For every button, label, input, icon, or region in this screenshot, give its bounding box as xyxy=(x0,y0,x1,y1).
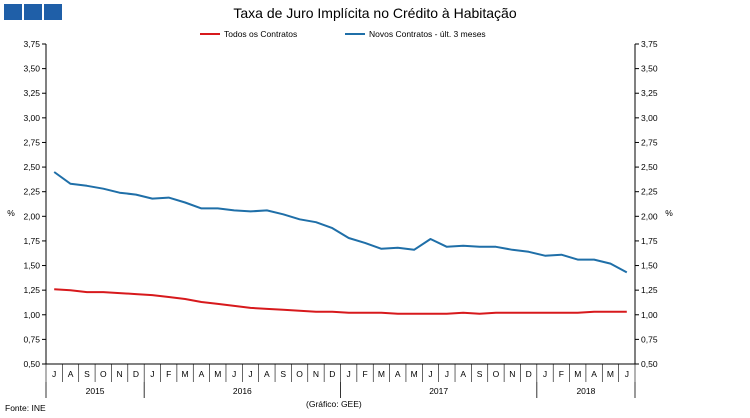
y-tick-label-left: 1,00 xyxy=(23,310,40,320)
month-label: M xyxy=(574,369,581,379)
y-tick-label-right: 2,25 xyxy=(641,187,658,197)
month-label: F xyxy=(166,369,171,379)
y-tick-label-left: 1,25 xyxy=(23,285,40,295)
logo-square-1 xyxy=(4,4,22,20)
month-label: S xyxy=(280,369,286,379)
y-tick-label-left: 3,75 xyxy=(23,39,40,49)
y-tick-label-right: 2,50 xyxy=(641,162,658,172)
month-label: M xyxy=(182,369,189,379)
y-tick-label-right: 1,50 xyxy=(641,261,658,271)
month-label: S xyxy=(477,369,483,379)
month-label: O xyxy=(296,369,303,379)
series-line-novos-contratos xyxy=(53,171,628,274)
month-label: J xyxy=(445,369,449,379)
y-tick-label-left: 1,75 xyxy=(23,236,40,246)
month-label: J xyxy=(232,369,236,379)
chart-title: Taxa de Juro Implícita no Crédito à Habi… xyxy=(233,5,517,21)
y-tick-label-right: 1,75 xyxy=(641,236,658,246)
month-label: A xyxy=(68,369,74,379)
legend-item-novos: Novos Contratos - últ. 3 meses xyxy=(345,29,486,39)
y-tick-label-left: 3,00 xyxy=(23,113,40,123)
y-tick-label-right: 1,25 xyxy=(641,285,658,295)
y-axis-label-left: % xyxy=(7,208,15,218)
month-label: S xyxy=(84,369,90,379)
y-tick-label-right: 0,50 xyxy=(641,359,658,369)
y-tick-label-right: 3,50 xyxy=(641,64,658,74)
month-label: J xyxy=(428,369,432,379)
month-label: J xyxy=(150,369,154,379)
legend-label-novos: Novos Contratos - últ. 3 meses xyxy=(369,29,486,39)
year-label: 2016 xyxy=(233,386,252,396)
month-label: F xyxy=(362,369,367,379)
month-label: D xyxy=(329,369,335,379)
y-tick-label-left: 1,50 xyxy=(23,261,40,271)
y-tick-label-left: 2,75 xyxy=(23,137,40,147)
y-tick-label-right: 3,75 xyxy=(641,39,658,49)
month-label: J xyxy=(543,369,547,379)
month-label: N xyxy=(313,369,319,379)
legend-item-todos: Todos os Contratos xyxy=(200,29,297,39)
y-tick-label-left: 2,25 xyxy=(23,187,40,197)
legend-label-todos: Todos os Contratos xyxy=(224,29,298,39)
year-label: 2017 xyxy=(429,386,448,396)
y-tick-label-left: 0,75 xyxy=(23,334,40,344)
month-label: A xyxy=(264,369,270,379)
series-line-todos-contratos xyxy=(54,288,627,315)
month-label: A xyxy=(591,369,597,379)
month-label: A xyxy=(460,369,466,379)
logo-square-2 xyxy=(24,4,42,20)
y-tick-label-left: 3,50 xyxy=(23,64,40,74)
y-tick-label-right: 0,75 xyxy=(641,334,658,344)
y-tick-label-left: 3,25 xyxy=(23,88,40,98)
y-tick-label-right: 3,00 xyxy=(641,113,658,123)
year-label: 2018 xyxy=(576,386,595,396)
month-label: J xyxy=(625,369,629,379)
y-tick-label-left: 2,00 xyxy=(23,211,40,221)
logo-square-3 xyxy=(44,4,62,20)
month-label: J xyxy=(347,369,351,379)
month-label: O xyxy=(493,369,500,379)
source-note: Fonte: INE xyxy=(5,403,46,413)
month-label: M xyxy=(378,369,385,379)
month-label: D xyxy=(133,369,139,379)
month-label: N xyxy=(117,369,123,379)
y-tick-label-left: 2,50 xyxy=(23,162,40,172)
legend-swatch-novos xyxy=(345,33,365,35)
y-axis-label-right: % xyxy=(665,208,673,218)
month-label: M xyxy=(214,369,221,379)
chart-credit: (Gráfico: GEE) xyxy=(306,399,362,409)
month-label: A xyxy=(395,369,401,379)
y-tick-label-right: 3,25 xyxy=(641,88,658,98)
year-label: 2015 xyxy=(86,386,105,396)
y-tick-label-right: 2,00 xyxy=(641,211,658,221)
legend-swatch-todos xyxy=(200,33,220,35)
month-label: J xyxy=(52,369,56,379)
month-label: M xyxy=(411,369,418,379)
month-label: M xyxy=(607,369,614,379)
month-label: N xyxy=(509,369,515,379)
month-label: A xyxy=(199,369,205,379)
y-tick-label-left: 0,50 xyxy=(23,359,40,369)
y-tick-label-right: 2,75 xyxy=(641,137,658,147)
month-label: D xyxy=(526,369,532,379)
month-label: O xyxy=(100,369,107,379)
y-tick-label-right: 1,00 xyxy=(641,310,658,320)
month-label: F xyxy=(559,369,564,379)
month-label: J xyxy=(248,369,252,379)
